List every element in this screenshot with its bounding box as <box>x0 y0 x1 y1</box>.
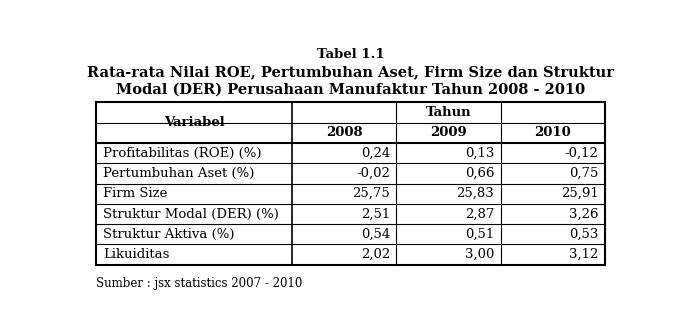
Text: 0,54: 0,54 <box>360 228 390 241</box>
Text: 2009: 2009 <box>430 126 467 139</box>
Text: 0,66: 0,66 <box>465 167 495 180</box>
Text: 2010: 2010 <box>534 126 571 139</box>
Text: 0,51: 0,51 <box>465 228 495 241</box>
Text: 0,24: 0,24 <box>360 147 390 160</box>
Text: 0,75: 0,75 <box>569 167 598 180</box>
Text: Tabel 1.1: Tabel 1.1 <box>317 48 384 61</box>
Text: Likuiditas: Likuiditas <box>103 248 170 261</box>
Text: -0,02: -0,02 <box>356 167 390 180</box>
Text: 2008: 2008 <box>326 126 363 139</box>
Text: 3,26: 3,26 <box>569 207 598 221</box>
Text: 3,12: 3,12 <box>569 248 598 261</box>
Text: Profitabilitas (ROE) (%): Profitabilitas (ROE) (%) <box>103 147 261 160</box>
Text: 3,00: 3,00 <box>465 248 495 261</box>
Text: Struktur Aktiva (%): Struktur Aktiva (%) <box>103 228 235 241</box>
Text: Sumber : jsx statistics 2007 - 2010: Sumber : jsx statistics 2007 - 2010 <box>96 277 302 290</box>
Text: 25,83: 25,83 <box>456 187 495 200</box>
Text: Struktur Modal (DER) (%): Struktur Modal (DER) (%) <box>103 207 279 221</box>
Text: 2,51: 2,51 <box>360 207 390 221</box>
Text: Variabel: Variabel <box>163 116 224 129</box>
Text: Firm Size: Firm Size <box>103 187 168 200</box>
Text: 25,91: 25,91 <box>561 187 598 200</box>
Text: Rata-rata Nilai ROE, Pertumbuhan Aset, Firm Size dan Struktur: Rata-rata Nilai ROE, Pertumbuhan Aset, F… <box>87 65 614 79</box>
Text: 0,53: 0,53 <box>569 228 598 241</box>
Text: 2,87: 2,87 <box>465 207 495 221</box>
Text: Pertumbuhan Aset (%): Pertumbuhan Aset (%) <box>103 167 254 180</box>
Text: 2,02: 2,02 <box>360 248 390 261</box>
Text: Tahun: Tahun <box>425 106 471 119</box>
Text: 0,13: 0,13 <box>465 147 495 160</box>
Text: Modal (DER) Perusahaan Manufaktur Tahun 2008 - 2010: Modal (DER) Perusahaan Manufaktur Tahun … <box>116 83 585 97</box>
Text: -0,12: -0,12 <box>565 147 598 160</box>
Text: 25,75: 25,75 <box>352 187 390 200</box>
